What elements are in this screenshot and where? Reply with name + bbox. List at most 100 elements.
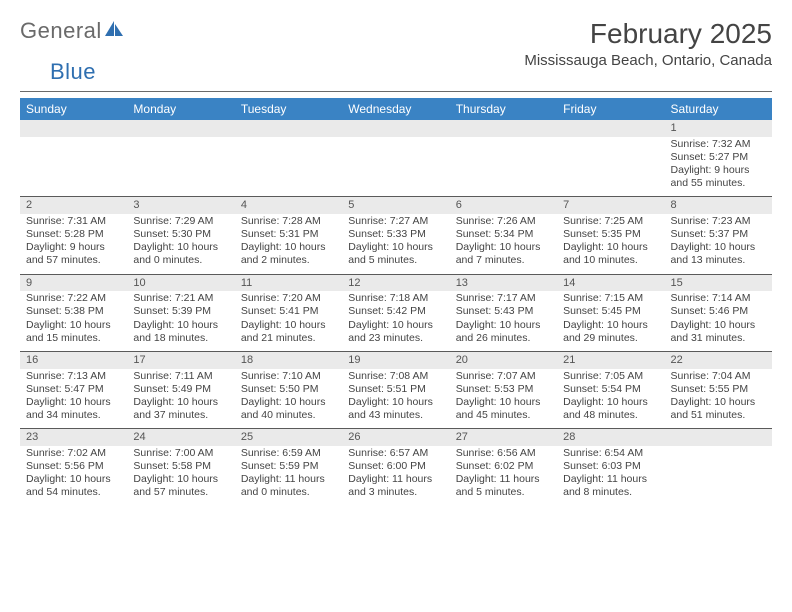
daylight-text: Daylight: 10 hours <box>133 319 228 332</box>
day-content-row: Sunrise: 7:13 AMSunset: 5:47 PMDaylight:… <box>20 369 772 429</box>
sunrise-text: Sunrise: 7:31 AM <box>26 215 121 228</box>
title-block: February 2025 Mississauga Beach, Ontario… <box>524 18 772 69</box>
day-cell: Sunrise: 7:17 AMSunset: 5:43 PMDaylight:… <box>450 291 557 351</box>
day-number: 1 <box>665 120 772 137</box>
day-number-cell: 6 <box>450 197 557 214</box>
day-number-cell <box>557 120 664 137</box>
daylight-text: Daylight: 10 hours <box>563 396 658 409</box>
day-cell: Sunrise: 7:26 AMSunset: 5:34 PMDaylight:… <box>450 214 557 274</box>
day-number-cell: 15 <box>665 274 772 291</box>
logo: General <box>20 18 126 44</box>
day-number-row: 1 <box>20 120 772 137</box>
daylight-text: Daylight: 10 hours <box>26 473 121 486</box>
location: Mississauga Beach, Ontario, Canada <box>524 52 772 69</box>
day-number-cell <box>665 429 772 446</box>
day-number-cell: 13 <box>450 274 557 291</box>
daylight-text: Daylight: 11 hours <box>348 473 443 486</box>
sunset-text: Sunset: 5:33 PM <box>348 228 443 241</box>
daylight-text: and 57 minutes. <box>26 254 121 267</box>
sunset-text: Sunset: 5:59 PM <box>241 460 336 473</box>
daylight-text: Daylight: 10 hours <box>348 241 443 254</box>
daylight-text: Daylight: 10 hours <box>26 396 121 409</box>
day-cell <box>665 446 772 506</box>
weekday-header: Monday <box>127 98 234 120</box>
sunrise-text: Sunrise: 7:00 AM <box>133 447 228 460</box>
day-content-row: Sunrise: 7:31 AMSunset: 5:28 PMDaylight:… <box>20 214 772 274</box>
day-number: 27 <box>450 429 557 446</box>
empty-day <box>20 120 127 137</box>
day-cell <box>127 137 234 197</box>
sunset-text: Sunset: 5:49 PM <box>133 383 228 396</box>
sunset-text: Sunset: 5:56 PM <box>26 460 121 473</box>
daylight-text: and 48 minutes. <box>563 409 658 422</box>
daylight-text: and 51 minutes. <box>671 409 766 422</box>
sunrise-text: Sunrise: 7:23 AM <box>671 215 766 228</box>
sunrise-text: Sunrise: 7:02 AM <box>26 447 121 460</box>
daylight-text: Daylight: 10 hours <box>241 396 336 409</box>
logo-word-1: General <box>20 18 102 44</box>
day-content-row: Sunrise: 7:22 AMSunset: 5:38 PMDaylight:… <box>20 291 772 351</box>
daylight-text: and 2 minutes. <box>241 254 336 267</box>
day-number: 5 <box>342 197 449 214</box>
day-number: 21 <box>557 352 664 369</box>
weekday-header: Friday <box>557 98 664 120</box>
sunset-text: Sunset: 5:28 PM <box>26 228 121 241</box>
daylight-text: and 8 minutes. <box>563 486 658 499</box>
day-cell <box>235 137 342 197</box>
sail-icon <box>104 20 124 43</box>
day-number: 19 <box>342 352 449 369</box>
daylight-text: Daylight: 9 hours <box>26 241 121 254</box>
weekday-header: Thursday <box>450 98 557 120</box>
sunset-text: Sunset: 5:43 PM <box>456 305 551 318</box>
daylight-text: and 0 minutes. <box>241 486 336 499</box>
sunset-text: Sunset: 5:41 PM <box>241 305 336 318</box>
day-number: 20 <box>450 352 557 369</box>
daylight-text: and 40 minutes. <box>241 409 336 422</box>
day-cell: Sunrise: 7:13 AMSunset: 5:47 PMDaylight:… <box>20 369 127 429</box>
daylight-text: Daylight: 10 hours <box>26 319 121 332</box>
sunrise-text: Sunrise: 7:26 AM <box>456 215 551 228</box>
weekday-header: Saturday <box>665 98 772 120</box>
logo-word-2: Blue <box>50 59 96 84</box>
day-number-row: 2345678 <box>20 197 772 214</box>
sunrise-text: Sunrise: 7:05 AM <box>563 370 658 383</box>
day-number: 7 <box>557 197 664 214</box>
daylight-text: and 26 minutes. <box>456 332 551 345</box>
day-cell <box>450 137 557 197</box>
day-number-cell: 21 <box>557 351 664 368</box>
day-number-cell: 27 <box>450 429 557 446</box>
sunset-text: Sunset: 5:51 PM <box>348 383 443 396</box>
daylight-text: and 18 minutes. <box>133 332 228 345</box>
daylight-text: and 15 minutes. <box>26 332 121 345</box>
day-cell: Sunrise: 7:32 AMSunset: 5:27 PMDaylight:… <box>665 137 772 197</box>
sunrise-text: Sunrise: 7:13 AM <box>26 370 121 383</box>
daylight-text: and 37 minutes. <box>133 409 228 422</box>
day-number: 6 <box>450 197 557 214</box>
day-number: 12 <box>342 275 449 292</box>
day-cell: Sunrise: 7:18 AMSunset: 5:42 PMDaylight:… <box>342 291 449 351</box>
calendar-table: Sunday Monday Tuesday Wednesday Thursday… <box>20 98 772 505</box>
day-cell: Sunrise: 7:02 AMSunset: 5:56 PMDaylight:… <box>20 446 127 506</box>
daylight-text: Daylight: 10 hours <box>133 473 228 486</box>
day-number-cell <box>20 120 127 137</box>
sunrise-text: Sunrise: 7:10 AM <box>241 370 336 383</box>
day-cell: Sunrise: 7:11 AMSunset: 5:49 PMDaylight:… <box>127 369 234 429</box>
daylight-text: Daylight: 11 hours <box>456 473 551 486</box>
daylight-text: and 23 minutes. <box>348 332 443 345</box>
day-number-cell: 5 <box>342 197 449 214</box>
daylight-text: Daylight: 10 hours <box>456 396 551 409</box>
day-content-row: Sunrise: 7:02 AMSunset: 5:56 PMDaylight:… <box>20 446 772 506</box>
sunrise-text: Sunrise: 7:29 AM <box>133 215 228 228</box>
daylight-text: and 57 minutes. <box>133 486 228 499</box>
daylight-text: and 55 minutes. <box>671 177 766 190</box>
sunset-text: Sunset: 5:38 PM <box>26 305 121 318</box>
day-number-cell: 18 <box>235 351 342 368</box>
day-cell: Sunrise: 7:20 AMSunset: 5:41 PMDaylight:… <box>235 291 342 351</box>
day-cell: Sunrise: 7:29 AMSunset: 5:30 PMDaylight:… <box>127 214 234 274</box>
day-cell: Sunrise: 7:05 AMSunset: 5:54 PMDaylight:… <box>557 369 664 429</box>
day-cell: Sunrise: 7:14 AMSunset: 5:46 PMDaylight:… <box>665 291 772 351</box>
sunrise-text: Sunrise: 7:27 AM <box>348 215 443 228</box>
day-number-cell: 2 <box>20 197 127 214</box>
day-number-cell: 12 <box>342 274 449 291</box>
daylight-text: and 7 minutes. <box>456 254 551 267</box>
